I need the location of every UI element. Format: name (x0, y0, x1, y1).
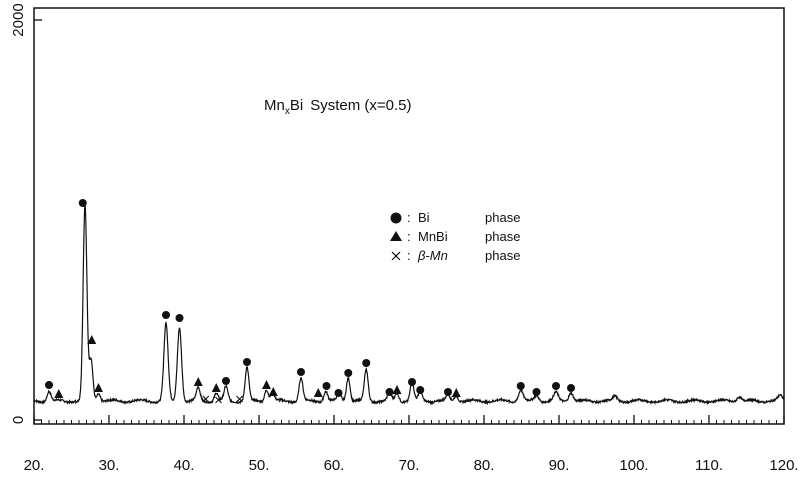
legend: : Bi phase : MnBi phase : β-Mn phase (390, 210, 520, 263)
chart-title-prefix: Mn (264, 97, 285, 114)
legend-beta-mn-phase: phase (485, 248, 520, 263)
bi-phase-marker (334, 389, 343, 397)
bi-phase-marker (45, 381, 53, 389)
bi-phase-marker (408, 378, 416, 386)
chart-title-subscript: x (285, 106, 290, 117)
legend-colon: : (407, 248, 411, 263)
chart-title-rest: System (x=0.5) (310, 97, 411, 114)
mnbi-phase-marker (392, 385, 402, 394)
bi-phase-marker (78, 199, 87, 207)
x-tick-label: 100. (619, 457, 648, 474)
x-tick-label: 20. (24, 457, 45, 474)
legend-beta-mn-label: β-Mn (417, 248, 448, 263)
legend-bi-phase: phase (485, 210, 520, 225)
bi-phase-marker (175, 314, 184, 322)
x-tick-label: 110. (695, 457, 723, 474)
chart-title-mid: Bi (290, 97, 303, 114)
mnbi-phase-marker (268, 387, 278, 396)
bi-phase-marker (416, 386, 425, 394)
legend-cross-marker (391, 251, 401, 261)
mnbi-phase-marker (193, 377, 203, 386)
bi-phase-marker (516, 382, 525, 390)
legend-triangle-marker (390, 231, 402, 241)
legend-colon: : (407, 210, 411, 225)
legend-colon: : (407, 229, 411, 244)
x-tick-label: 50. (249, 457, 270, 474)
bi-phase-marker (552, 382, 560, 390)
y-tick-label: 0 (10, 416, 27, 424)
xrd-pattern-line (33, 204, 785, 406)
mnbi-phase-marker (94, 383, 103, 392)
legend-mnbi-label: MnBi (418, 229, 448, 244)
bi-phase-marker (385, 388, 394, 396)
legend-mnbi-phase: phase (485, 229, 520, 244)
legend-circle-marker (390, 212, 402, 224)
mnbi-phase-marker (54, 389, 64, 398)
mnbi-phase-marker (211, 383, 221, 392)
mnbi-phase-marker (451, 388, 461, 397)
bi-phase-marker (297, 368, 305, 376)
x-tick-label: 80. (474, 457, 495, 474)
bi-phase-marker (322, 382, 331, 390)
phase-markers (45, 199, 575, 404)
x-axis-ticks: 20. 30. 40. 50. 60. 70. 80. 90. 100. 110. 120. (24, 415, 799, 474)
chart-title: MnxBi System (x=0.5) (264, 97, 411, 117)
legend-bi-label: Bi (418, 210, 430, 225)
bi-phase-marker (444, 388, 452, 396)
mnbi-phase-marker (262, 380, 271, 389)
bi-phase-marker (222, 377, 230, 385)
bi-phase-marker (162, 311, 170, 319)
y-tick-label: 2000 (10, 3, 27, 36)
x-tick-label: 40. (174, 457, 195, 474)
bi-phase-marker (362, 359, 371, 367)
mnbi-phase-marker (313, 388, 323, 397)
x-tick-label: 30. (99, 457, 120, 474)
bi-phase-marker (243, 358, 251, 366)
beta-mn-phase-marker (236, 395, 243, 403)
bi-phase-marker (344, 369, 353, 377)
beta-mn-phase-marker (202, 395, 210, 403)
x-tick-label: 90. (549, 457, 570, 474)
beta-mn-phase-marker (215, 396, 222, 404)
mnbi-phase-marker (87, 335, 97, 344)
x-tick-label: 60. (324, 457, 345, 474)
x-tick-label: 120. (769, 457, 798, 474)
bi-phase-marker (532, 388, 541, 396)
y-axis-ticks: 0 2000 (10, 3, 42, 424)
bi-phase-marker (567, 384, 575, 392)
x-tick-label: 70. (399, 457, 420, 474)
